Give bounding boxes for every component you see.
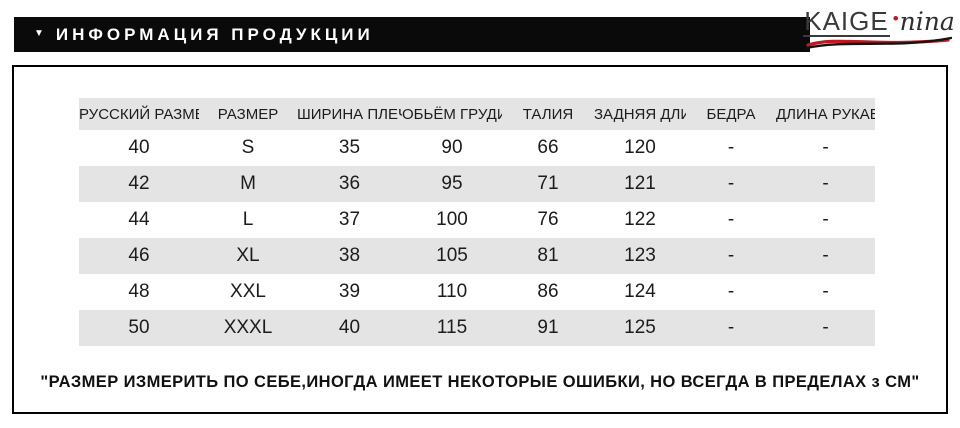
header-cell: ДЛИНА РУКАВА (776, 105, 875, 123)
brand-logo: KAIGE • nina (803, 6, 955, 58)
table-cell: - (727, 137, 735, 158)
table-cell: - (822, 281, 829, 302)
table-row: 40 S 35 90 66 120 - - (79, 130, 875, 166)
header-cell: РУССКИЙ РАЗМЕР (79, 105, 199, 123)
table-cell: - (822, 137, 829, 158)
header-cell: РАЗМЕР (217, 105, 279, 123)
header-cell: ЗАДНЯЯ ДЛИНА (594, 105, 686, 123)
table-cell: 76 (537, 209, 559, 230)
table-cell: - (727, 245, 735, 266)
table-cell: 50 (128, 317, 150, 338)
brand-dot-icon: • (892, 9, 899, 28)
table-cell: 100 (436, 209, 468, 230)
table-cell: 46 (128, 245, 150, 266)
table-cell: 124 (624, 281, 656, 302)
table-cell: - (822, 317, 829, 338)
table-cell: 120 (624, 137, 656, 158)
table-cell: 115 (436, 317, 468, 338)
table-cell: XL (236, 245, 260, 266)
table-cell: 122 (624, 209, 656, 230)
table-cell: 37 (338, 209, 361, 230)
table-row: 44 L 37 100 76 122 - - (79, 202, 875, 238)
measurement-disclaimer: "РАЗМЕР ИЗМЕРИТЬ ПО СЕБЕ,ИНОГДА ИМЕЕТ НЕ… (40, 373, 920, 391)
table-cell: 91 (537, 317, 559, 338)
table-row: 42 M 36 95 71 121 - - (79, 166, 875, 202)
table-row: 48 XXL 39 110 86 124 - - (79, 274, 875, 310)
brand-name-kaige: KAIGE (803, 6, 890, 37)
table-cell: - (822, 245, 829, 266)
header-cell: БЕДРА (706, 105, 756, 123)
header-cell: ТАЛИЯ (522, 105, 574, 123)
size-chart-table: РУССКИЙ РАЗМЕР РАЗМЕР ШИРИНА ПЛЕЧИ ОБЬЁМ… (79, 98, 875, 346)
content-box: РУССКИЙ РАЗМЕР РАЗМЕР ШИРИНА ПЛЕЧИ ОБЬЁМ… (12, 65, 948, 414)
table-cell: 44 (128, 209, 150, 230)
section-header-bar[interactable]: ▼ ИНФОРМАЦИЯ ПРОДУКЦИИ (14, 17, 810, 52)
header-cell: ОБЬЁМ ГРУДИ (402, 105, 502, 123)
table-cell: 81 (537, 245, 559, 266)
table-cell: 39 (338, 281, 361, 302)
table-cell: S (241, 137, 255, 158)
brand-name-nina: nina (899, 7, 955, 36)
table-cell: L (242, 209, 254, 230)
table-cell: 42 (128, 173, 150, 194)
table-cell: 40 (128, 137, 150, 158)
table-cell: - (727, 317, 735, 338)
table-cell: M (240, 173, 256, 194)
table-cell: - (822, 209, 829, 230)
table-row: 50 XXXL 40 115 91 125 - - (79, 310, 875, 346)
table-row: 46 XL 38 105 81 123 - - (79, 238, 875, 274)
table-cell: 90 (441, 137, 463, 158)
table-cell: XXL (230, 281, 266, 302)
table-cell: 35 (338, 137, 361, 158)
table-cell: 95 (441, 173, 463, 194)
table-cell: 38 (338, 245, 361, 266)
table-cell: 66 (537, 137, 559, 158)
table-cell: 110 (436, 281, 468, 302)
section-title: ИНФОРМАЦИЯ ПРОДУКЦИИ (55, 24, 374, 44)
collapse-triangle-icon: ▼ (34, 28, 44, 39)
table-cell: 121 (624, 173, 656, 194)
logo-swoosh-icon (806, 36, 952, 50)
header-cell: ШИРИНА ПЛЕЧИ (297, 105, 402, 123)
table-cell: - (727, 281, 735, 302)
table-cell: - (822, 173, 829, 194)
table-cell: - (727, 173, 735, 194)
table-cell: 71 (537, 173, 559, 194)
table-cell: XXXL (223, 317, 273, 338)
table-cell: 40 (338, 317, 361, 338)
table-header-row: РУССКИЙ РАЗМЕР РАЗМЕР ШИРИНА ПЛЕЧИ ОБЬЁМ… (79, 98, 875, 130)
table-cell: 86 (537, 281, 559, 302)
table-cell: 123 (624, 245, 656, 266)
table-cell: 105 (436, 245, 468, 266)
table-cell: 36 (338, 173, 361, 194)
table-cell: 125 (624, 317, 656, 338)
table-cell: 48 (128, 281, 150, 302)
table-cell: - (727, 209, 735, 230)
